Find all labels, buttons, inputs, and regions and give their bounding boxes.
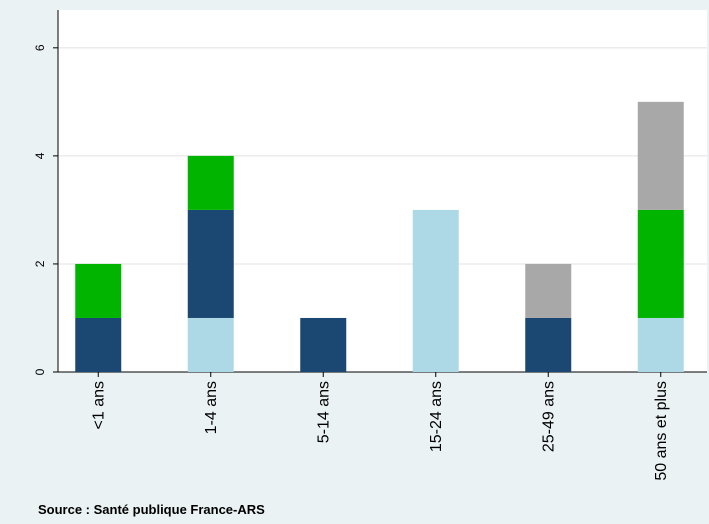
bar-segment [187,209,234,318]
x-tick-label: 25-49 ans [540,381,557,452]
bar-segment [637,209,684,318]
bar-segment [525,317,572,372]
y-tick-label: 2 [33,260,47,267]
bar-segment [412,209,459,372]
bar-segment [187,317,234,372]
bar-segment [637,101,684,210]
bar-segment [75,317,122,372]
bar-segment [187,155,234,210]
bar-segment [637,317,684,372]
x-tick-label: <1 ans [90,381,107,429]
bar-segment [75,263,122,318]
x-tick-label: 50 ans et plus [653,381,670,481]
x-tick-label: 15-24 ans [428,381,445,452]
y-tick-label: 4 [33,152,47,159]
x-tick-label: 5-14 ans [315,381,332,443]
y-tick-label: 0 [33,368,47,375]
plot-area [58,10,707,372]
x-tick-label: 1-4 ans [203,381,220,434]
bar-segment [525,263,572,318]
source-note: Source : Santé publique France-ARS [38,502,265,517]
y-tick-label: 6 [33,44,47,51]
bar-segment [300,317,347,372]
